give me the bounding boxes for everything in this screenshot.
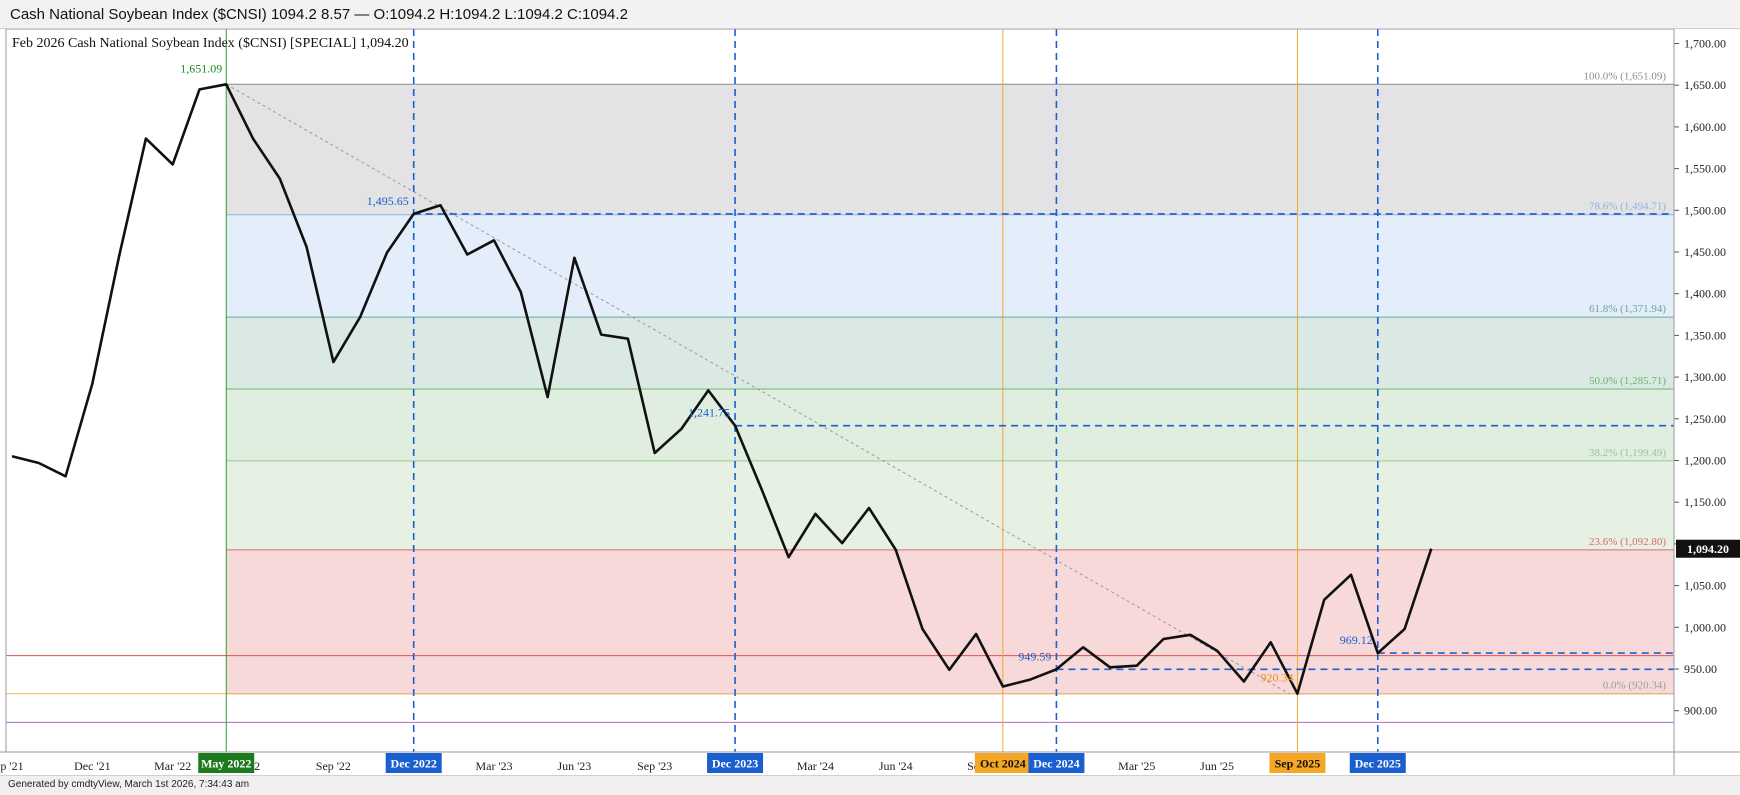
time-marker-badge [1349,753,1406,773]
price-level-label: 969.12 [1340,633,1373,647]
x-tick-label: Jun '23 [557,759,591,773]
price-level-label: 1,241.75 [688,406,730,420]
price-level-label: 1,495.65 [367,194,409,208]
time-marker-badge [1028,753,1085,773]
y-tick-label: 1,200.00 [1684,454,1726,468]
x-tick-label: Sep '22 [316,759,351,773]
time-marker-label: Oct 2024 [980,757,1026,771]
y-tick-label: 1,450.00 [1684,245,1726,259]
fibonacci-bands [6,29,1675,752]
last-value-badge [1676,539,1740,558]
y-tick-label: 1,700.00 [1684,37,1726,51]
time-marker-label: Sep 2025 [1275,757,1321,771]
fib-band [226,460,1675,550]
footer-bar: Generated by cmdtyView, March 1st 2026, … [0,775,1740,795]
x-tick-label: Jun '24 [879,759,913,773]
price-level-label: 949.59 [1018,649,1051,663]
trend-line [225,83,1290,695]
fib-level-label: 0.0% (920.34) [1603,680,1667,692]
y-tick-label: 1,300.00 [1684,370,1726,384]
time-marker-label: May 2022 [201,757,251,771]
x-tick-label: Dec '21 [74,759,110,773]
price-line-layer [11,83,1433,696]
y-tick-label: 1,150.00 [1684,495,1726,509]
time-marker-label: Dec 2024 [1033,757,1079,771]
time-marker-badge [974,753,1031,773]
x-tick-label: Mar '22 [154,759,191,773]
vertical-markers [225,29,1674,752]
y-tick-label: 1,600.00 [1684,120,1726,134]
time-marker-badge [707,753,764,773]
time-marker-badge [198,753,255,773]
fib-band [226,317,1675,390]
last-value-label: 1,094.20 [1687,542,1729,556]
y-tick-label: 1,350.00 [1684,328,1726,342]
fib-band [226,214,1675,318]
y-tick-label: 1,550.00 [1684,162,1726,176]
time-marker-label: Dec 2023 [712,757,758,771]
fib-level-label: 38.2% (1,199.49) [1589,447,1666,459]
fib-band [226,84,1675,215]
fib-level-label: 78.6% (1,494.71) [1589,201,1666,213]
y-tick-label: 1,500.00 [1684,203,1726,217]
point-label: 920.34 [1260,671,1293,685]
y-tick-label: 1,250.00 [1684,412,1726,426]
time-marker-label: Dec 2022 [391,757,437,771]
point-label: 1,651.09 [180,61,222,75]
y-tick-label: 1,400.00 [1684,287,1726,301]
fib-level-label: 23.6% (1,092.80) [1589,536,1666,548]
y-tick-label: 1,050.00 [1684,579,1726,593]
y-tick-label: 900.00 [1684,704,1717,718]
y-tick-label: 1,650.00 [1684,78,1726,92]
quote-header: Cash National Soybean Index ($CNSI) 1094… [0,0,1740,29]
x-tick-label: p '21 [0,759,23,773]
y-tick-label: 1,000.00 [1684,620,1726,634]
y-axis-background [1674,29,1740,752]
fib-band [226,549,1675,694]
quote-line: Cash National Soybean Index ($CNSI) 1094… [10,6,628,23]
fib-level-label: 61.8% (1,371.94) [1589,303,1666,315]
fib-level-label: 50.0% (1,285.71) [1589,375,1666,387]
x-tick-label: Sep '23 [637,759,672,773]
chart-labels: 100.0% (1,651.09) 78.6% (1,494.71) 61.8% (… [12,36,1666,692]
axes: 1,700.00 1,650.00 1,600.00 1,550.00 1,500.00… [0,28,1740,777]
y-tick-label: 950.00 [1684,662,1717,676]
x-tick-label: Mar '24 [797,759,834,773]
chart-title: Feb 2026 Cash National Soybean Index ($C… [12,36,409,51]
x-tick-label: Mar '23 [475,759,512,773]
time-marker-badge [1269,753,1326,773]
time-marker-badge [385,753,442,773]
generated-note: Generated by cmdtyView, March 1st 2026, … [8,779,250,790]
fib-level-label: 100.0% (1,651.09) [1584,70,1667,82]
time-marker-label: Dec 2025 [1355,757,1401,771]
x-tick-label: Jun '25 [1200,759,1234,773]
x-tick-label: Mar '25 [1118,759,1155,773]
price-line [11,83,1433,696]
